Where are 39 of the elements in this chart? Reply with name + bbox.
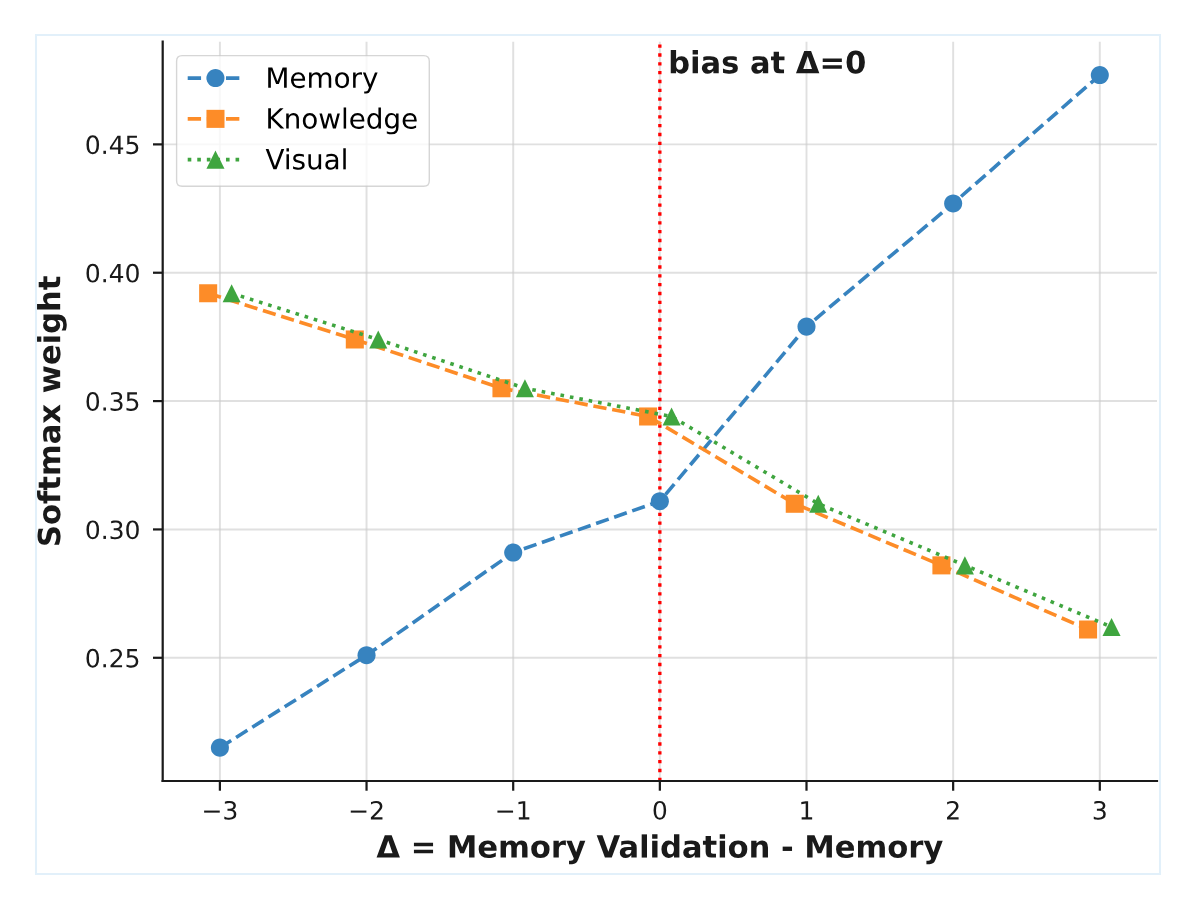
point [1079,620,1098,639]
point [199,284,218,303]
x-tick-label: 3 [1093,800,1106,820]
y-tick-label: 0.25 [86,648,139,668]
x-axis-title: Δ = Memory Validation - Memory [376,834,943,865]
point [955,556,974,575]
point [650,492,669,511]
point [809,494,828,513]
point [515,379,534,398]
legend-label: Memory [268,67,378,94]
ref-line-label: bias at Δ=0 [670,50,865,74]
point [210,738,229,757]
legend-label: Knowledge [268,107,417,135]
point [357,646,376,665]
x-tick-label: −1 [497,801,530,820]
y-tick-label: 0.45 [86,135,139,155]
point [492,379,511,398]
point [932,556,951,575]
point [662,407,681,426]
y-tick-label: 0.30 [86,520,139,540]
point [639,407,658,426]
y-axis-title: Softmax weight [36,276,67,545]
point [944,194,963,213]
x-tick-label: 0 [653,800,667,820]
point [504,543,523,562]
y-tick-label: 0.40 [86,263,139,283]
x-tick-label: 2 [947,800,959,820]
point [1102,617,1121,637]
x-tick-label: −3 [204,800,237,820]
x-tick-label: 1 [801,801,813,820]
point [797,317,816,336]
point [222,284,241,303]
x-tick-label: −2 [350,800,383,820]
point [345,330,364,349]
y-tick-label: 0.35 [86,392,139,411]
point [369,330,388,349]
point [1090,66,1109,85]
point [785,494,804,513]
legend-label: Visual [265,148,346,170]
